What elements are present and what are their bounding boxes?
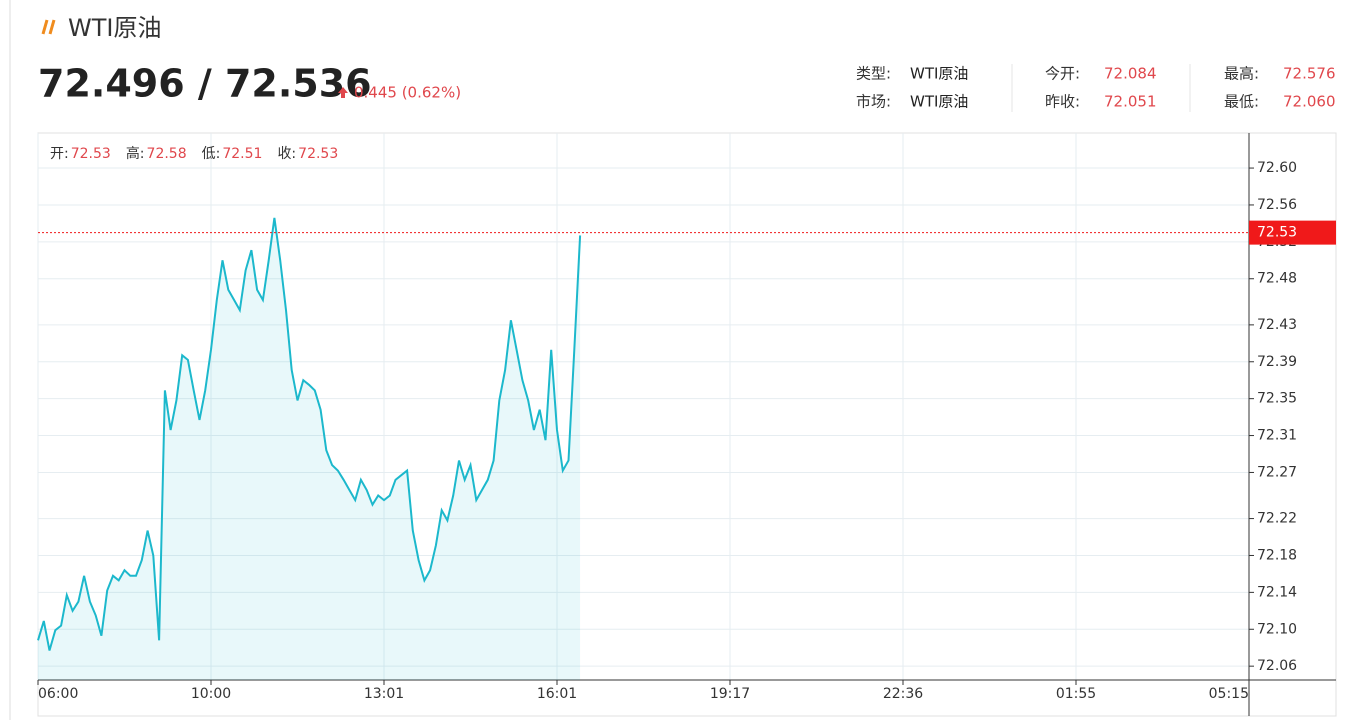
y-tick-label: 72.22 [1257,511,1297,527]
x-tick-label: 05:15 [1209,686,1249,702]
y-tick-label: 72.43 [1257,317,1297,333]
info-label: 类型: [856,65,891,83]
y-tick-label: 72.27 [1257,464,1297,480]
info-value: WTI原油 [910,93,968,111]
last-price-box [1249,220,1336,245]
info-value: 72.084 [1104,65,1157,83]
x-tick-label: 22:36 [883,686,923,702]
info-value: 72.576 [1283,65,1336,83]
area-fill [38,217,581,680]
info-value: 72.060 [1283,93,1336,111]
info-label: 昨收: [1045,93,1080,111]
ohlc-label: 高: [126,145,145,162]
y-tick-label: 72.60 [1257,160,1297,176]
ohlc-value: 72.51 [222,146,262,162]
title-icon [41,19,56,35]
x-tick-label: 01:55 [1056,686,1096,702]
title: WTI原油 [68,14,161,42]
y-tick-label: 72.14 [1257,584,1297,600]
y-tick-label: 72.10 [1257,621,1297,637]
info-value: WTI原油 [910,65,968,83]
y-tick-label: 72.48 [1257,271,1297,287]
y-tick-label: 72.18 [1257,547,1297,563]
info-label: 最低: [1224,93,1259,111]
last-price-label: 72.53 [1257,225,1297,241]
ohlc-label: 收: [277,146,296,162]
x-tick-label: 19:17 [710,686,750,702]
ohlc-value: 72.53 [71,146,111,162]
y-tick-label: 72.06 [1257,658,1297,674]
y-tick-label: 72.35 [1257,391,1297,407]
ohlc-label: 低: [202,146,221,162]
info-value: 72.051 [1104,93,1157,111]
x-tick-label: 10:00 [191,686,231,702]
ohlc-label: 开: [50,146,69,162]
x-tick-label: 16:01 [537,686,577,702]
up-arrow [338,87,348,98]
x-tick-label: 13:01 [364,686,404,702]
x-tick-label: 06:00 [38,686,78,702]
info-label: 最高: [1224,65,1259,83]
price-line [37,217,582,651]
info-label: 今开: [1045,65,1080,83]
y-tick-label: 72.31 [1257,428,1297,444]
info-label: 市场: [856,93,891,111]
y-tick-label: 72.39 [1257,354,1297,370]
y-tick-label: 72.56 [1257,197,1297,213]
price: 72.496 / 72.536 [38,62,372,106]
ohlc-value: 72.58 [147,146,187,162]
ohlc-value: 72.53 [298,146,338,162]
change: 0.445 (0.62%) [354,84,461,102]
